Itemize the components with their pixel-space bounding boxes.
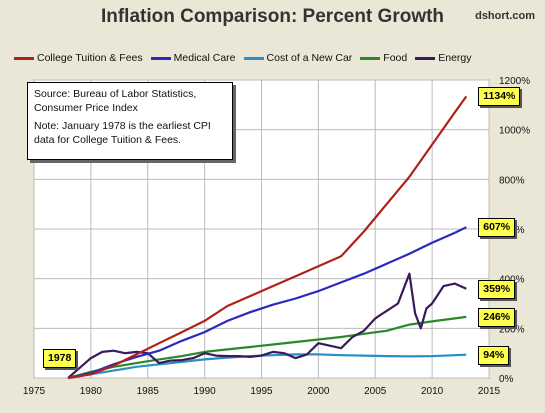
end-value-tag: 246% <box>478 307 516 327</box>
source-note-line: Source: Bureau of Labor Statistics, <box>34 88 197 100</box>
x-tick-label: 1990 <box>194 386 217 397</box>
brand-label: dshort.com <box>475 10 535 22</box>
series-line <box>67 95 468 380</box>
legend-swatch <box>415 56 436 60</box>
legend-label: Cost of a New Car <box>266 52 353 64</box>
source-note-line: Consumer Price Index <box>34 102 138 114</box>
y-tick-label: 0% <box>499 374 514 385</box>
legend-swatch <box>14 56 34 60</box>
y-tick-label: 200% <box>499 324 525 335</box>
start-year-tag: 1978 <box>43 349 77 368</box>
x-tick-label: 2000 <box>307 386 330 397</box>
x-tick-label: 1995 <box>250 386 273 397</box>
end-value-tag: 359% <box>478 279 516 299</box>
legend-item: Medical Care <box>150 52 236 64</box>
end-value-tag: 607% <box>478 218 516 238</box>
x-tick-label: 1985 <box>137 386 160 397</box>
legend-label: Energy <box>438 52 472 64</box>
legend-label: Food <box>383 52 408 64</box>
legend-swatch <box>360 56 381 60</box>
source-note-line: data for College Tuition & Fees. <box>34 134 182 146</box>
legend-item: Energy <box>415 52 472 64</box>
y-tick-label: 1200% <box>499 76 530 87</box>
legend-swatch <box>243 56 264 60</box>
legend-swatch <box>150 56 171 60</box>
legend: College Tuition & Fees Medical Care Cost o… <box>14 52 539 64</box>
legend-item: Food <box>360 52 407 64</box>
series-line <box>67 315 467 380</box>
x-tick-label: 1975 <box>23 386 46 397</box>
source-note-line: Note: January 1978 is the earliest CPI <box>34 120 211 132</box>
legend-label: Medical Care <box>173 52 236 64</box>
end-value-tag: 94% <box>478 345 510 365</box>
legend-item: Cost of a New Car <box>243 52 353 64</box>
y-tick-label: 800% <box>499 175 525 186</box>
end-value-tag: 1134% <box>478 87 521 107</box>
source-note: Source: Bureau of Labor Statistics, Cons… <box>27 82 233 160</box>
legend-item: College Tuition & Fees <box>14 52 143 64</box>
x-tick-label: 2015 <box>478 386 501 397</box>
y-tick-label: 1000% <box>499 126 530 137</box>
series-line <box>67 226 467 380</box>
x-tick-label: 2005 <box>364 386 387 397</box>
x-tick-label: 2010 <box>421 386 444 397</box>
series-line <box>67 353 467 380</box>
legend-label: College Tuition & Fees <box>37 52 143 64</box>
chart-title: Inflation Comparison: Percent Growth <box>100 6 445 27</box>
series-line <box>67 272 467 379</box>
x-tick-label: 1980 <box>80 386 103 397</box>
